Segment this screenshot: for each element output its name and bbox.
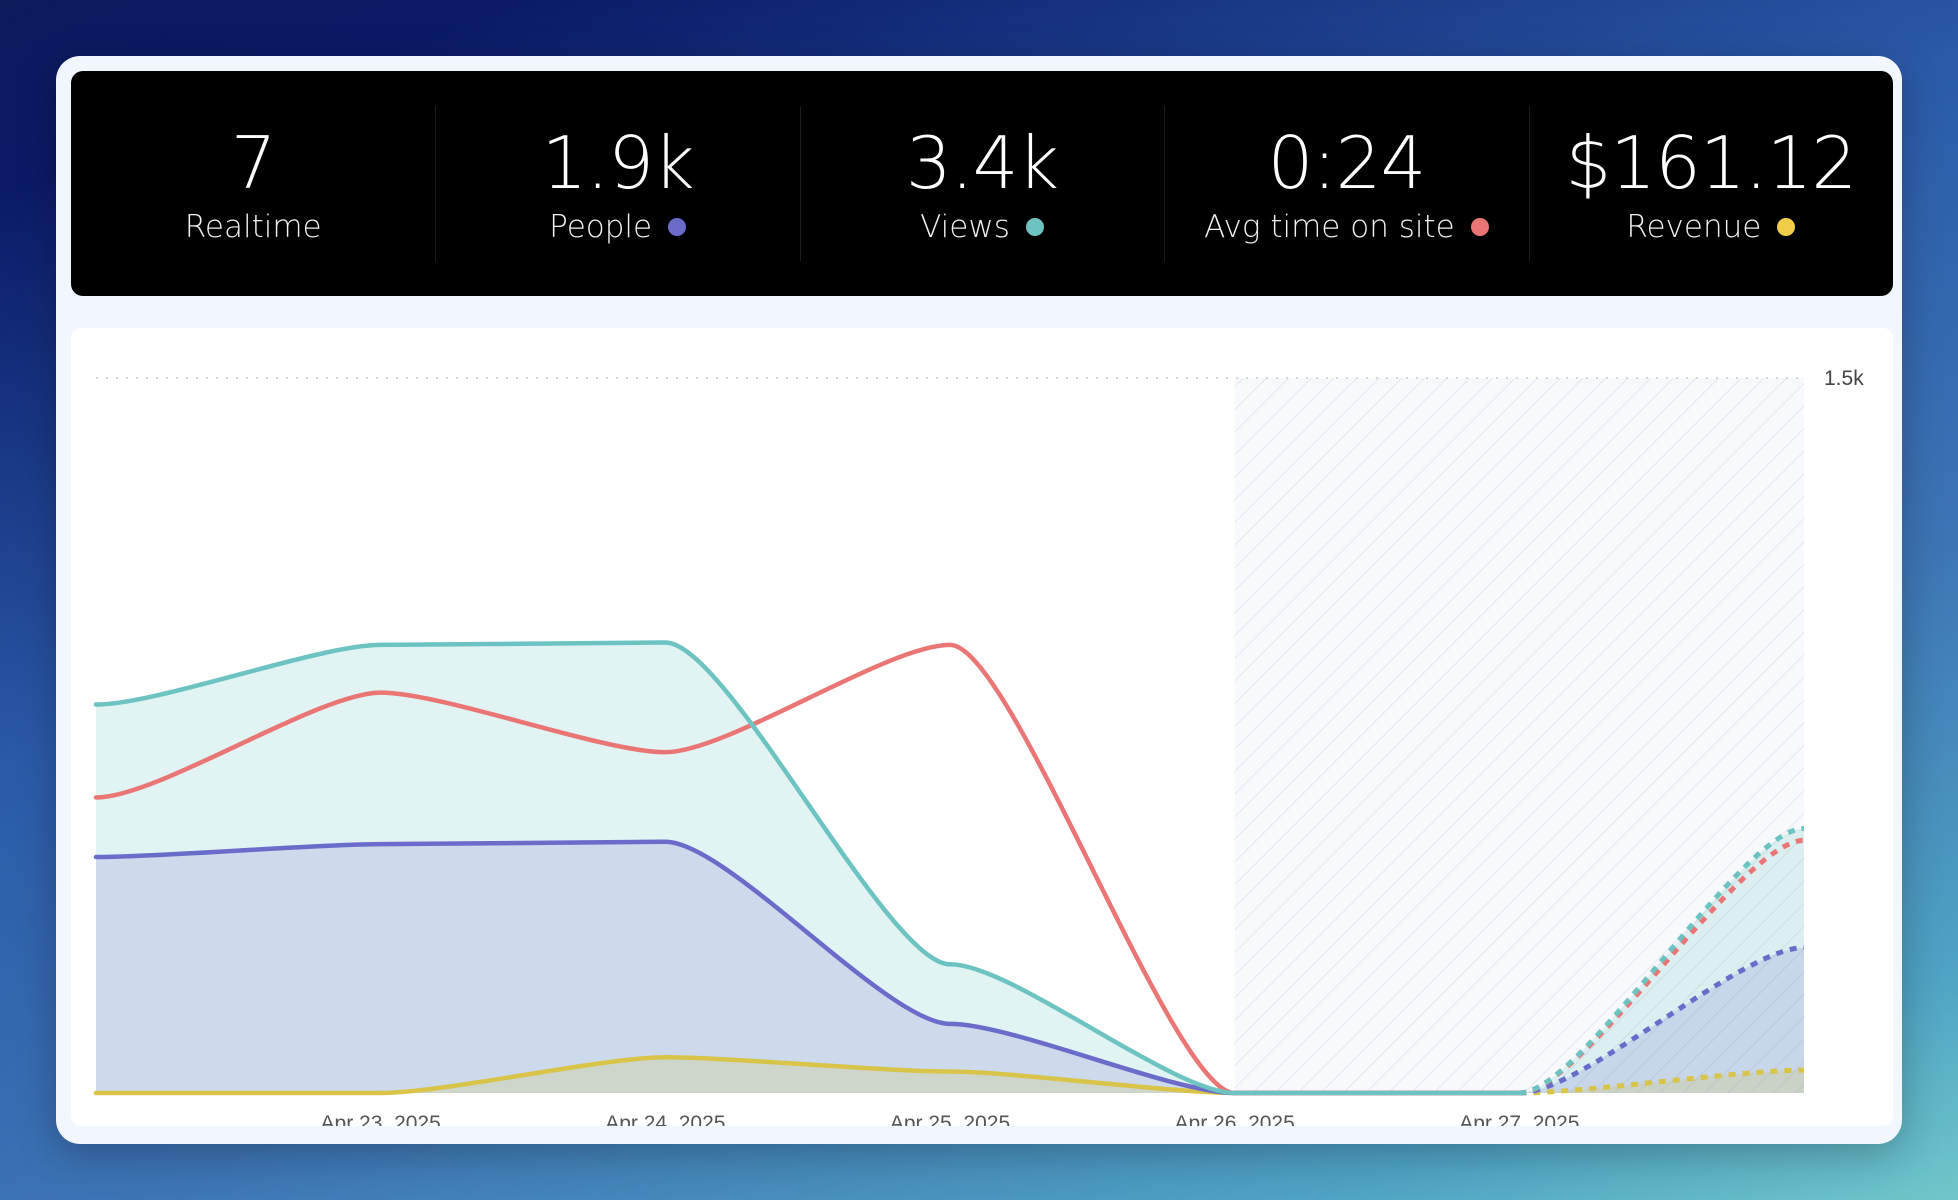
stat-label-text: Realtime bbox=[184, 208, 322, 245]
y-tick-label: 1.5k bbox=[1824, 367, 1864, 390]
traffic-chart[interactable]: 1.5k Apr 23, 2025 Apr 24, 2025 Apr 25, 2025… bbox=[71, 328, 1893, 1135]
avg-time-legend-dot-icon bbox=[1470, 217, 1489, 236]
stat-people[interactable]: 1.9k People bbox=[435, 71, 799, 296]
stats-bar: 7 Realtime 1.9k People 3.4k Views 0:24 A… bbox=[71, 71, 1893, 296]
stat-label: Realtime bbox=[185, 209, 322, 245]
views-line bbox=[93, 640, 1522, 1096]
chart-panel: 1.5k Apr 23, 2025 Apr 24, 2025 Apr 25, 2025… bbox=[71, 328, 1893, 1135]
x-tick-label: Apr 26, 2025 bbox=[1175, 1112, 1295, 1126]
revenue-area bbox=[96, 1057, 1804, 1093]
stat-value: 3.4k bbox=[905, 120, 1059, 205]
stat-label-text: Views bbox=[920, 208, 1010, 245]
revenue-projected-line bbox=[1519, 1067, 1805, 1096]
stat-label: Views bbox=[920, 209, 1044, 245]
x-tick-label: Apr 27, 2025 bbox=[1459, 1112, 1579, 1126]
stat-realtime[interactable]: 7 Realtime bbox=[71, 71, 435, 296]
views-area bbox=[96, 642, 1804, 1093]
stat-label-text: People bbox=[549, 208, 653, 245]
views-legend-dot-icon bbox=[1025, 217, 1044, 236]
stat-views[interactable]: 3.4k Views bbox=[799, 71, 1164, 296]
stat-value: 7 bbox=[230, 120, 277, 205]
incomplete-period-region bbox=[1234, 378, 1804, 1093]
x-tick-label: Apr 24, 2025 bbox=[605, 1112, 725, 1126]
people-projected-line bbox=[1519, 945, 1805, 1096]
views-projected-line bbox=[1519, 825, 1805, 1096]
stat-revenue[interactable]: $161.12 Revenue bbox=[1528, 71, 1893, 296]
revenue-legend-dot-icon bbox=[1777, 217, 1796, 236]
stat-label-text: Avg time on site bbox=[1204, 208, 1455, 245]
people-area bbox=[96, 841, 1804, 1093]
analytics-card: 7 Realtime 1.9k People 3.4k Views 0:24 A… bbox=[56, 56, 1902, 1144]
stat-value: $161.12 bbox=[1565, 120, 1857, 205]
stat-avg-time[interactable]: 0:24 Avg time on site bbox=[1164, 71, 1528, 296]
stat-value: 1.9k bbox=[541, 120, 695, 205]
stat-value: 0:24 bbox=[1267, 120, 1427, 205]
x-tick-label: Apr 23, 2025 bbox=[321, 1112, 441, 1126]
stat-label: Revenue bbox=[1626, 208, 1796, 245]
stat-label-text: Revenue bbox=[1626, 208, 1762, 245]
stat-label: Avg time on site bbox=[1204, 209, 1489, 245]
stat-label: People bbox=[549, 208, 687, 245]
x-tick-label: Apr 25, 2025 bbox=[890, 1112, 1010, 1126]
people-legend-dot-icon bbox=[668, 217, 687, 236]
